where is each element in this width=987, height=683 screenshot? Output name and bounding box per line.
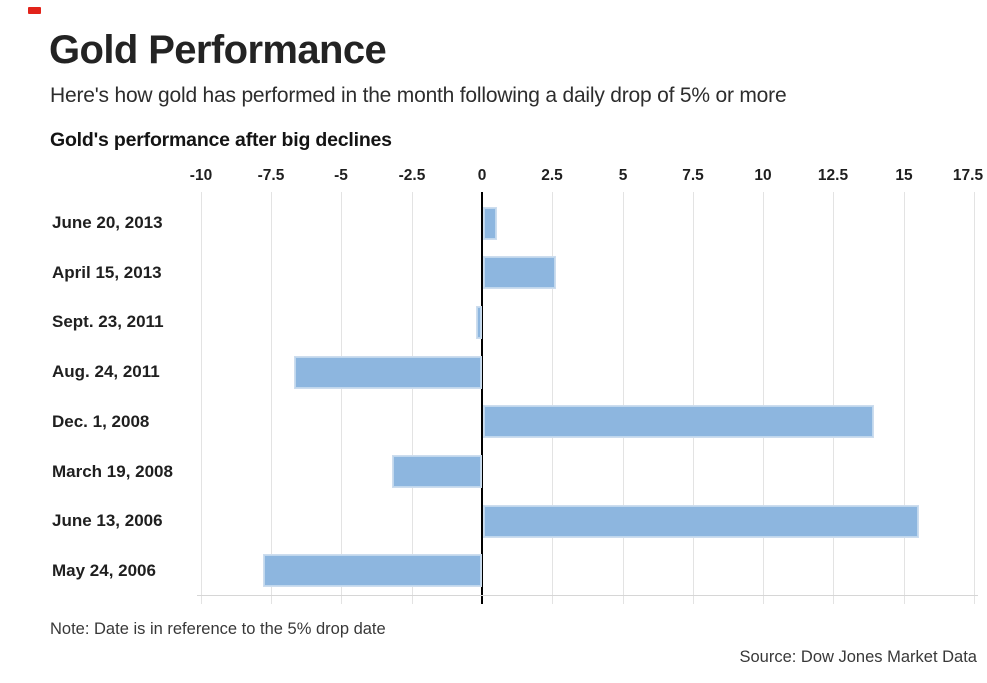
gridline: [412, 192, 413, 604]
x-tick-label: -5: [334, 167, 348, 184]
page-subtitle: Here's how gold has performed in the mon…: [50, 84, 787, 107]
category-label: Dec. 1, 2008: [52, 412, 150, 431]
bar: [483, 405, 874, 438]
category-label: Sept. 23, 2011: [52, 312, 164, 331]
category-label: April 15, 2013: [52, 263, 162, 282]
page-title: Gold Performance: [49, 28, 387, 72]
category-label: June 13, 2006: [52, 511, 163, 530]
bar: [483, 256, 556, 289]
x-tick-label: 17.5: [952, 167, 984, 184]
bar: [483, 505, 919, 538]
chart-title: Gold's performance after big declines: [50, 129, 392, 151]
x-tick-label: 0: [477, 167, 487, 184]
bar: [392, 455, 482, 488]
category-label: May 24, 2006: [52, 561, 156, 580]
bar: [294, 356, 482, 389]
gridline: [904, 192, 905, 604]
category-label: March 19, 2008: [52, 462, 173, 481]
note-text: Note: Date is in reference to the 5% dro…: [50, 620, 386, 638]
x-axis-baseline: [197, 595, 978, 596]
gridline: [833, 192, 834, 604]
gridline: [271, 192, 272, 604]
gridline: [693, 192, 694, 604]
x-tick-label: 12.5: [817, 167, 849, 184]
brand-mark: [28, 7, 41, 14]
x-tick-label: 5: [618, 167, 628, 184]
zero-axis-line: [481, 192, 483, 604]
category-label: June 20, 2013: [52, 213, 163, 232]
x-tick-label: 7.5: [682, 167, 704, 184]
x-tick-label: -7.5: [257, 167, 285, 184]
x-tick-label: 15: [895, 167, 913, 184]
bar: [263, 554, 482, 587]
x-tick-label: -10: [189, 167, 213, 184]
gridline: [201, 192, 202, 604]
bar: [476, 306, 482, 339]
gridline: [763, 192, 764, 604]
x-tick-label: 10: [754, 167, 772, 184]
gridline: [552, 192, 553, 604]
gridline: [623, 192, 624, 604]
gridline: [974, 192, 975, 604]
category-label: Aug. 24, 2011: [52, 362, 160, 381]
bar: [483, 207, 497, 240]
x-tick-label: 2.5: [541, 167, 563, 184]
x-tick-label: -2.5: [398, 167, 426, 184]
source-text: Source: Dow Jones Market Data: [739, 648, 977, 666]
gridline: [341, 192, 342, 604]
